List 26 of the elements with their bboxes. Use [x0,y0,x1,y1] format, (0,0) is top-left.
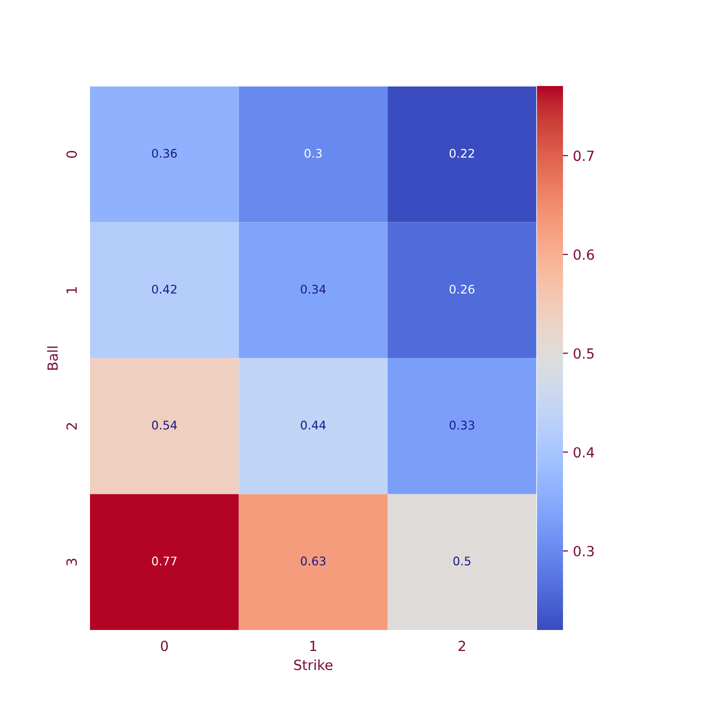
data-label: 0.22 [450,148,474,158]
data-label: 0.54 [152,420,177,430]
y-tick-label: 3 [66,558,77,566]
data-label: 0.36 [152,148,177,158]
color-bar-label: 0.6 [574,249,594,260]
color-bar-label: 0.3 [574,546,594,556]
data-label: 0.42 [152,284,176,294]
color-bar-label: 0.4 [574,447,594,458]
data-label: 0.77 [152,556,177,566]
color-bar-label: 0.7 [574,150,594,162]
data-label: 0.5 [453,556,470,566]
data-label: 0.33 [450,420,474,430]
y-tick-label: 1 [66,287,77,294]
data-label: 0.26 [450,284,474,294]
x-tick-label: 1 [310,640,316,651]
x-tick-label: 2 [458,640,466,651]
data-label: 0.3 [304,148,322,158]
data-label: 0.63 [300,556,326,566]
x-axis-title: Strike [294,659,332,670]
data-label: 0.44 [300,420,326,430]
x-tick-label: 0 [160,640,168,652]
data-label: 0.34 [300,284,326,294]
y-tick-label: 0 [66,150,77,158]
y-tick-label: 2 [66,423,77,430]
color-bar-label: 0.5 [574,348,594,359]
y-axis-title: Ball [47,346,58,370]
